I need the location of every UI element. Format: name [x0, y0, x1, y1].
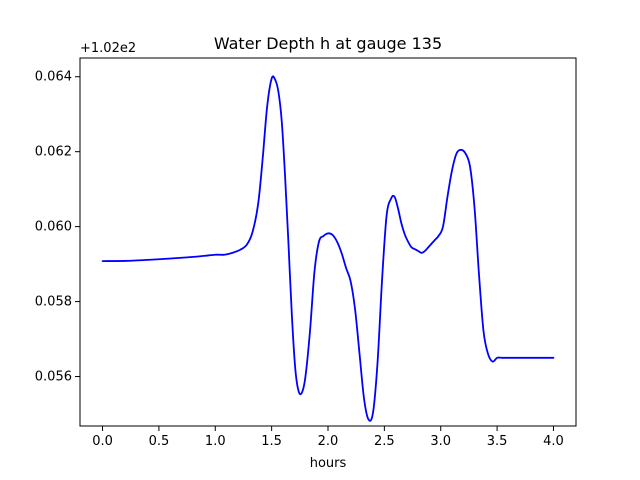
y-tick-label: 0.060	[35, 220, 72, 235]
y-tick-label: 0.064	[35, 70, 72, 85]
x-axis-label: hours	[310, 456, 347, 471]
chart-title: Water Depth h at gauge 135	[214, 34, 442, 53]
x-tick-label: 2.0	[318, 434, 339, 449]
x-tick-label: 1.0	[205, 434, 226, 449]
series-line	[101, 75, 555, 422]
series-layer	[101, 75, 555, 422]
x-tick-label: 0.5	[149, 434, 170, 449]
x-axis: 0.0 0.5 1.0 1.5 2.0 2.5 3.0 3.5 4.0	[92, 426, 564, 449]
x-tick-label: 3.0	[430, 434, 451, 449]
x-tick-label: 0.0	[92, 434, 113, 449]
x-tick-label: 1.5	[261, 434, 282, 449]
y-tick-label: 0.058	[35, 295, 72, 310]
x-tick-label: 3.5	[487, 434, 508, 449]
y-axis: 0.056 0.058 0.060 0.062 0.064	[35, 70, 80, 385]
y-tick-label: 0.056	[35, 370, 72, 385]
x-tick-label: 2.5	[374, 434, 395, 449]
y-tick-label: 0.062	[35, 145, 72, 160]
x-tick-label: 4.0	[543, 434, 564, 449]
y-offset-label: +1.02e2	[80, 41, 136, 56]
